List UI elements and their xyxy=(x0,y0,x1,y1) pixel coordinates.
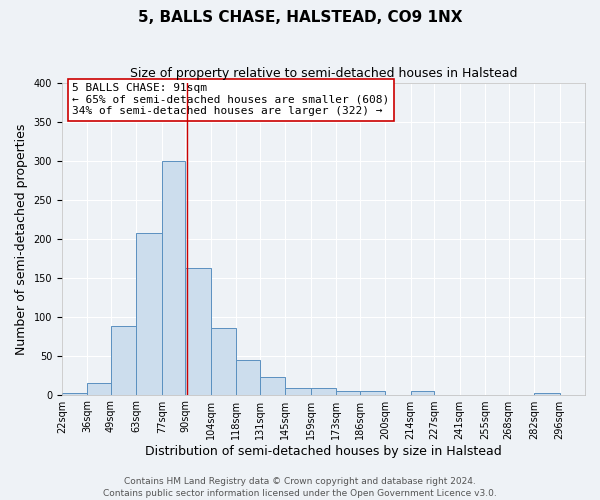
Text: 5, BALLS CHASE, HALSTEAD, CO9 1NX: 5, BALLS CHASE, HALSTEAD, CO9 1NX xyxy=(138,10,462,25)
Bar xyxy=(286,388,311,394)
Bar xyxy=(311,388,336,394)
Bar xyxy=(111,326,136,394)
Y-axis label: Number of semi-detached properties: Number of semi-detached properties xyxy=(15,123,28,354)
Bar xyxy=(360,392,385,394)
Text: Contains HM Land Registry data © Crown copyright and database right 2024.
Contai: Contains HM Land Registry data © Crown c… xyxy=(103,476,497,498)
Bar xyxy=(162,161,185,394)
Bar xyxy=(236,360,260,394)
Bar xyxy=(211,328,236,394)
Bar xyxy=(185,268,211,394)
X-axis label: Distribution of semi-detached houses by size in Halstead: Distribution of semi-detached houses by … xyxy=(145,444,502,458)
Bar xyxy=(88,383,111,394)
Bar xyxy=(534,393,560,394)
Bar xyxy=(260,378,286,394)
Text: 5 BALLS CHASE: 91sqm
← 65% of semi-detached houses are smaller (608)
34% of semi: 5 BALLS CHASE: 91sqm ← 65% of semi-detac… xyxy=(73,83,389,116)
Bar xyxy=(136,232,162,394)
Bar xyxy=(62,393,88,394)
Title: Size of property relative to semi-detached houses in Halstead: Size of property relative to semi-detach… xyxy=(130,68,517,80)
Bar xyxy=(410,392,434,394)
Bar xyxy=(336,392,360,394)
